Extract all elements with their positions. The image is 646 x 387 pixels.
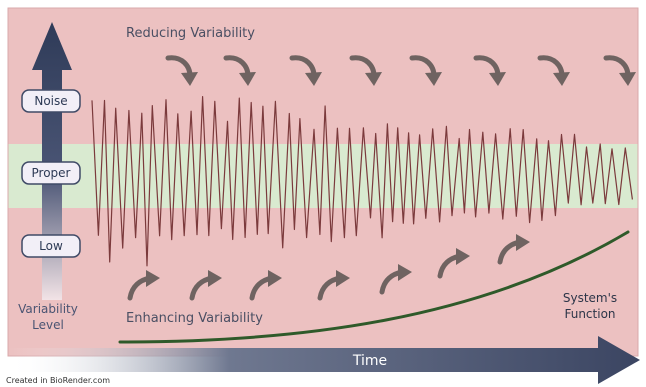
variability-waveform <box>91 95 633 267</box>
system-function-label-line1: System's <box>563 291 617 305</box>
level-badge-proper: Proper <box>21 161 81 185</box>
reducing-variability-label: Reducing Variability <box>126 26 255 41</box>
time-label: Time <box>352 353 387 369</box>
enhancing-variability-label: Enhancing Variability <box>126 311 263 326</box>
axis-title-line2: Level <box>32 318 64 332</box>
level-badge-noise: Noise <box>21 89 81 113</box>
low-band <box>8 208 638 356</box>
noise-band <box>8 8 638 144</box>
time-arrow <box>8 336 640 384</box>
level-label-proper: Proper <box>32 166 71 180</box>
level-label-noise: Noise <box>34 94 67 108</box>
level-badge-low: Low <box>21 234 81 258</box>
system-function-label-line2: Function <box>564 307 615 321</box>
level-label-low: Low <box>39 239 63 253</box>
system-function-curve <box>118 230 630 344</box>
axis-title-line1: Variability <box>18 302 78 316</box>
biorender-credit: Created in BioRender.com <box>6 376 110 385</box>
